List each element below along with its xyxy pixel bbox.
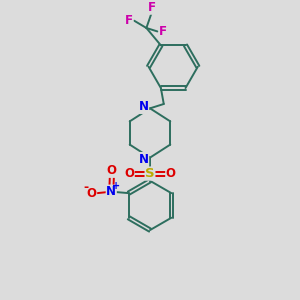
Text: F: F	[125, 14, 133, 27]
Text: F: F	[159, 25, 167, 38]
Text: S: S	[145, 167, 155, 180]
Text: O: O	[107, 164, 117, 177]
Text: O: O	[87, 187, 97, 200]
Text: N: N	[106, 185, 116, 198]
Text: O: O	[166, 167, 176, 180]
Text: F: F	[148, 1, 156, 14]
Text: N: N	[139, 153, 148, 166]
Text: +: +	[112, 181, 120, 191]
Text: O: O	[124, 167, 134, 180]
Text: N: N	[139, 100, 148, 113]
Text: -: -	[84, 181, 89, 194]
